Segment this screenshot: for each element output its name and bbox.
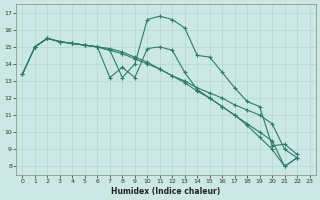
X-axis label: Humidex (Indice chaleur): Humidex (Indice chaleur) bbox=[111, 187, 221, 196]
